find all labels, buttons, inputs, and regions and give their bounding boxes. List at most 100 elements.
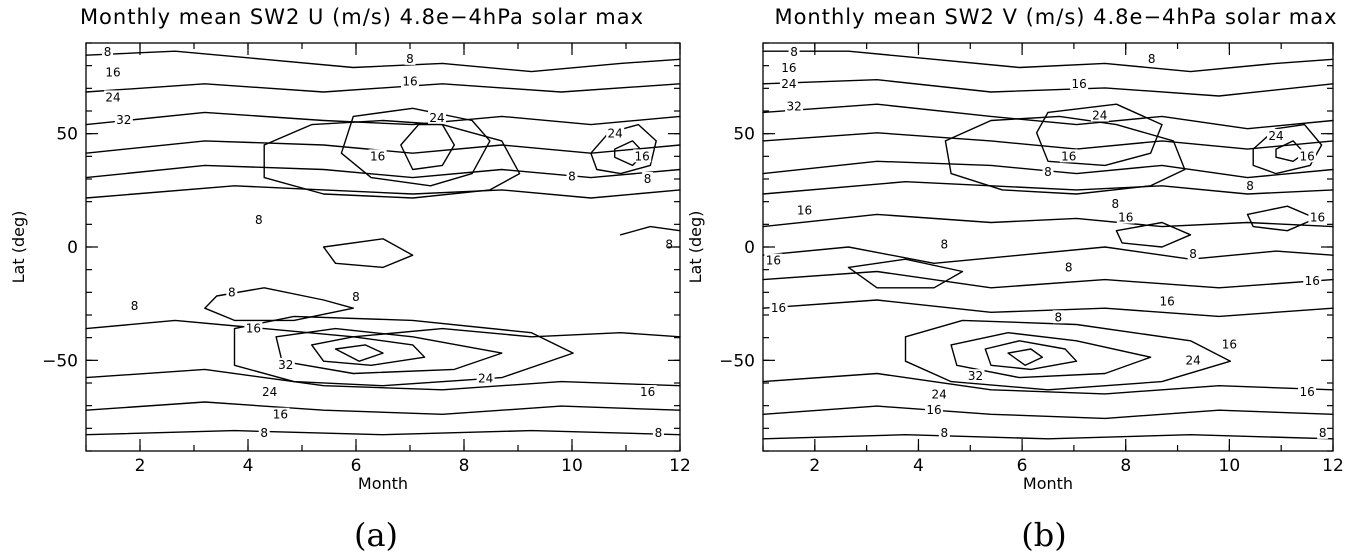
contour-label: 16 <box>1071 77 1086 91</box>
plot-frame <box>85 42 681 452</box>
contour-line <box>263 119 521 199</box>
contour-label: 16 <box>1160 294 1175 308</box>
contour-label-halo <box>638 385 657 399</box>
contour-line <box>85 319 681 338</box>
contour-line <box>340 107 491 187</box>
contour-label-halo <box>795 203 814 217</box>
contour-line <box>762 270 1334 289</box>
contour-label: 16 <box>370 149 385 163</box>
contour-label: 16 <box>766 254 781 268</box>
contour-label: 16 <box>246 322 261 336</box>
contour-label: 8 <box>1055 310 1063 324</box>
x-tick-label: 2 <box>135 456 146 476</box>
contour-label-halo <box>258 425 270 439</box>
contour-label-halo <box>1308 210 1327 224</box>
contour-label: 16 <box>635 149 650 163</box>
panel-label: (b) <box>1021 516 1066 554</box>
contour-label: 16 <box>797 204 812 218</box>
contour-label: 8 <box>568 170 576 184</box>
contour-label-halo <box>1317 425 1329 439</box>
contour-line <box>311 336 426 366</box>
contour-label-halo <box>1059 149 1078 163</box>
contour-label-halo <box>253 212 265 226</box>
contour-line <box>275 327 503 375</box>
contour-label-halo <box>1298 149 1317 163</box>
contour-line <box>762 213 1334 228</box>
contour-lines <box>85 50 681 436</box>
contour-label-halo <box>764 253 783 267</box>
contour-line <box>85 50 681 73</box>
contour-label-halo <box>1303 274 1322 287</box>
contour-label: 8 <box>1044 165 1052 179</box>
contour-label: 8 <box>1065 260 1073 274</box>
contour-label-halo <box>476 371 495 385</box>
contour-label-halo <box>1109 196 1121 210</box>
chart-title: Monthly mean SW2 V (m/s) 4.8e−4hPa solar… <box>774 5 1337 29</box>
contour-label: 24 <box>1185 353 1200 367</box>
contour-label-halo <box>244 321 263 335</box>
contour-label-halo <box>260 385 279 399</box>
contour-label: 16 <box>926 403 941 417</box>
contour-label-halo <box>633 149 652 163</box>
x-axis-label: Month <box>1023 474 1073 493</box>
contour-line <box>85 83 681 93</box>
x-tick-label: 12 <box>669 456 691 476</box>
contour-line <box>233 315 574 387</box>
contour-label-halo <box>1116 210 1135 224</box>
contour-label-halo <box>1042 165 1054 179</box>
x-tick-label: 2 <box>809 456 820 476</box>
contour-label: 8 <box>941 238 949 252</box>
contour-label-halo <box>104 90 122 104</box>
contour-line <box>762 181 1334 195</box>
contour-line <box>984 340 1078 371</box>
contour-label-halo <box>226 285 238 299</box>
contour-line <box>762 405 1334 420</box>
contour-label-halo <box>938 425 950 439</box>
contour-line <box>904 319 1232 391</box>
contour-label-halo <box>1063 260 1075 274</box>
x-tick-label: 4 <box>913 456 924 476</box>
y-tick-label: 50 <box>56 125 78 145</box>
contour-label: 16 <box>1061 149 1076 163</box>
contour-line <box>85 111 681 126</box>
contour-line <box>762 299 1334 318</box>
contour-line <box>85 368 681 391</box>
contour-label-halo <box>930 387 949 401</box>
contour-line <box>762 50 1334 73</box>
contour-label: 8 <box>352 290 360 304</box>
contour-line <box>619 225 681 236</box>
contour-line <box>762 246 1334 264</box>
contour-line <box>85 429 681 436</box>
x-tick-label: 4 <box>243 456 254 476</box>
contour-label: 32 <box>278 358 293 372</box>
contour-label: 32 <box>116 113 131 127</box>
contour-label: 24 <box>429 111 444 125</box>
x-tick-label: 6 <box>1017 456 1028 476</box>
y-tick-label: −50 <box>42 351 78 371</box>
contour-label: 8 <box>104 45 112 59</box>
contour-label-halo <box>1052 310 1064 324</box>
contour-label: 8 <box>941 426 949 440</box>
contour-label: 8 <box>790 45 798 59</box>
x-tick-label: 8 <box>1120 456 1131 476</box>
contour-label: 8 <box>665 238 673 252</box>
contour-line <box>1115 221 1192 248</box>
contour-label: 8 <box>255 213 263 227</box>
contour-label-halo <box>1267 128 1285 142</box>
y-axis-label: Lat (deg) <box>9 211 28 284</box>
contour-label: 16 <box>1118 211 1133 225</box>
contour-line <box>322 238 414 269</box>
contour-label: 16 <box>1305 274 1320 288</box>
x-tick-label: 6 <box>351 456 362 476</box>
contour-label-halo <box>129 298 141 312</box>
contour-label: 16 <box>1310 211 1325 225</box>
contour-label: 8 <box>1319 426 1327 440</box>
contour-label: 32 <box>786 99 801 113</box>
contour-label: 24 <box>1268 129 1283 143</box>
contour-line <box>204 287 354 322</box>
contour-label-halo <box>368 149 387 163</box>
x-tick-label: 8 <box>459 456 470 476</box>
x-axis-label: Month <box>358 474 408 493</box>
contour-label-halo <box>104 65 122 79</box>
contour-label: 24 <box>781 77 796 91</box>
